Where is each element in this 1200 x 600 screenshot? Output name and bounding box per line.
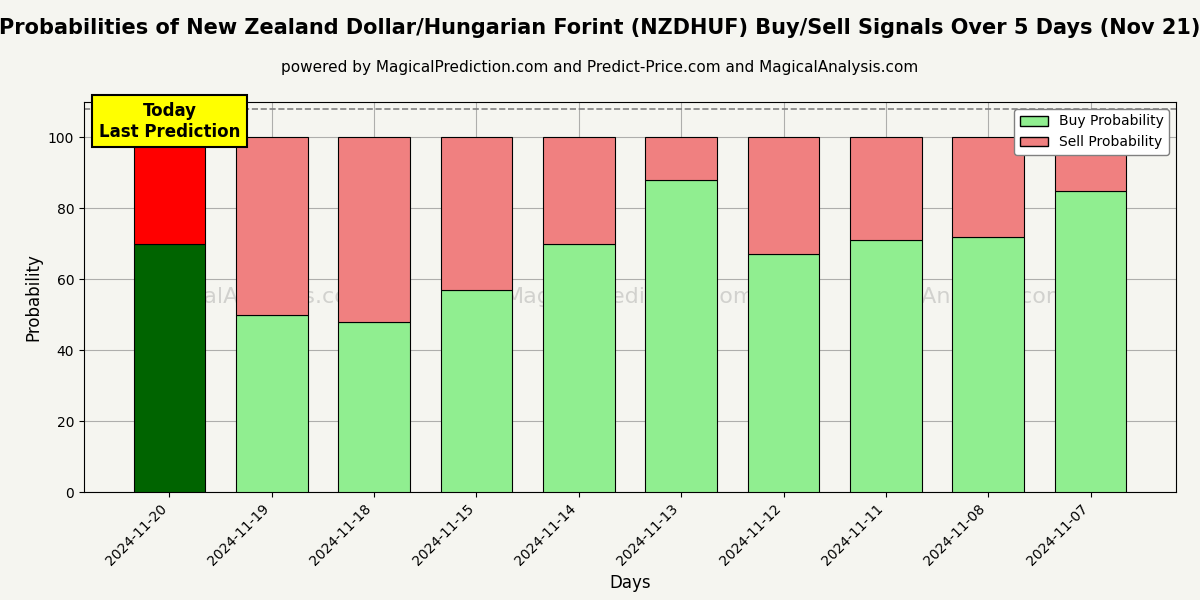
Bar (133, 137, 205, 244)
Text: Probabilities of New Zealand Dollar/Hungarian Forint (NZDHUF) Buy/Sell Signals O: Probabilities of New Zealand Dollar/Hung… (0, 18, 1200, 38)
Text: powered by MagicalPrediction.com and Predict-Price.com and MagicalAnalysis.com: powered by MagicalPrediction.com and Pre… (281, 60, 919, 75)
Bar (440, 137, 512, 290)
Text: Today
Last Prediction: Today Last Prediction (98, 102, 240, 141)
Bar (646, 137, 716, 180)
Y-axis label: Probability: Probability (24, 253, 42, 341)
Bar (133, 244, 205, 492)
Bar (236, 137, 307, 315)
Legend: Buy Probability, Sell Probability: Buy Probability, Sell Probability (1014, 109, 1169, 155)
Bar (953, 237, 1024, 492)
Bar (748, 254, 820, 492)
Bar (953, 137, 1024, 237)
Bar (1055, 191, 1127, 492)
Text: calAnalysis.com: calAnalysis.com (191, 287, 370, 307)
Bar (850, 240, 922, 492)
Text: calAnalysis.com: calAnalysis.com (890, 287, 1069, 307)
Bar (1055, 137, 1127, 191)
Bar (338, 137, 410, 322)
Bar (338, 322, 410, 492)
Bar (646, 180, 716, 492)
Bar (440, 290, 512, 492)
Bar (236, 315, 307, 492)
Bar (544, 244, 614, 492)
X-axis label: Days: Days (610, 574, 650, 592)
Bar (748, 137, 820, 254)
Text: MagicalPrediction.com: MagicalPrediction.com (505, 287, 755, 307)
Bar (850, 137, 922, 240)
Bar (544, 137, 614, 244)
